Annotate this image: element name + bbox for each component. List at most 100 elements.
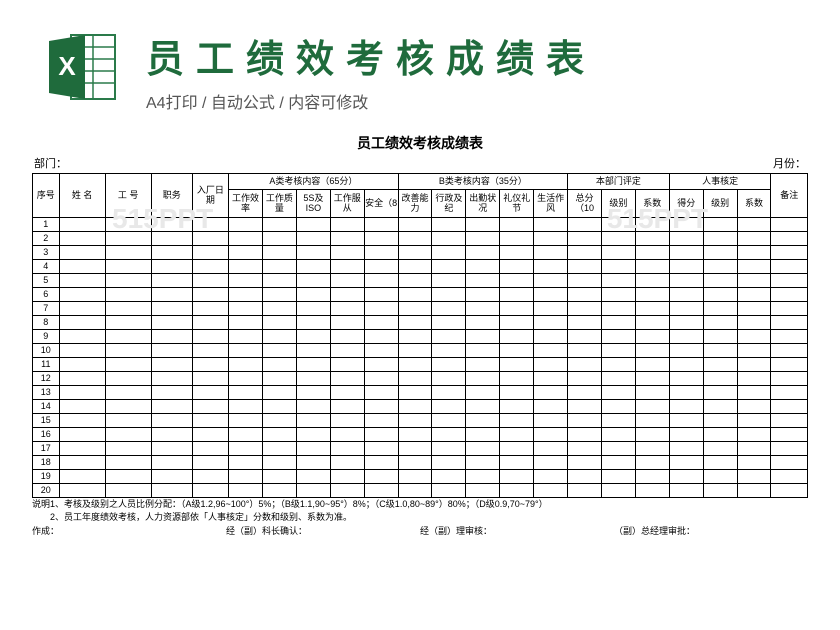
cell	[601, 358, 635, 372]
cell	[703, 358, 737, 372]
cell	[330, 372, 364, 386]
cell	[296, 428, 330, 442]
cell	[262, 358, 296, 372]
cell	[59, 442, 105, 456]
cell	[737, 428, 771, 442]
cell	[151, 274, 192, 288]
cell	[105, 330, 151, 344]
table-row: 18	[33, 456, 808, 470]
cell	[330, 456, 364, 470]
cell	[330, 400, 364, 414]
cell	[568, 274, 602, 288]
cell	[703, 456, 737, 470]
cell	[229, 218, 263, 232]
row-number: 19	[33, 470, 60, 484]
cell	[59, 246, 105, 260]
col-job: 职务	[151, 174, 192, 218]
cell	[669, 330, 703, 344]
cell	[59, 456, 105, 470]
cell	[635, 288, 669, 302]
cell	[330, 260, 364, 274]
col-d1: 总分（10	[568, 190, 602, 218]
cell	[105, 400, 151, 414]
page-header: X 员工绩效考核成绩表 A4打印 / 自动公式 / 内容可修改	[0, 0, 840, 121]
cell	[669, 344, 703, 358]
cell	[771, 414, 808, 428]
table-row: 4	[33, 260, 808, 274]
cell	[432, 218, 466, 232]
cell	[262, 218, 296, 232]
cell	[229, 232, 263, 246]
cell	[771, 330, 808, 344]
cell	[737, 246, 771, 260]
cell	[262, 232, 296, 246]
cell	[771, 288, 808, 302]
cell	[105, 470, 151, 484]
cell	[364, 442, 398, 456]
cell	[703, 442, 737, 456]
cell	[601, 372, 635, 386]
row-number: 6	[33, 288, 60, 302]
cell	[296, 414, 330, 428]
cell	[262, 316, 296, 330]
table-row: 10	[33, 344, 808, 358]
cell	[669, 358, 703, 372]
cell	[330, 470, 364, 484]
cell	[432, 470, 466, 484]
cell	[192, 372, 228, 386]
row-number: 18	[33, 456, 60, 470]
cell	[105, 358, 151, 372]
cell	[262, 246, 296, 260]
cell	[534, 428, 568, 442]
cell	[398, 344, 432, 358]
cell	[398, 302, 432, 316]
cell	[737, 330, 771, 344]
cell	[229, 246, 263, 260]
cell	[568, 330, 602, 344]
cell	[635, 316, 669, 330]
cell	[432, 386, 466, 400]
cell	[192, 316, 228, 330]
cell	[192, 358, 228, 372]
cell	[364, 302, 398, 316]
cell	[568, 358, 602, 372]
cell	[192, 442, 228, 456]
cell	[105, 302, 151, 316]
cell	[601, 218, 635, 232]
col-seq: 序号	[33, 174, 60, 218]
col-b1: 改善能力	[398, 190, 432, 218]
cell	[500, 470, 534, 484]
cell	[192, 414, 228, 428]
signature-row: 作成： 经（副）科长确认： 经（副）理审核： （副）总经理审批：	[32, 524, 808, 537]
cell	[105, 442, 151, 456]
cell	[296, 302, 330, 316]
cell	[398, 414, 432, 428]
col-b4: 礼仪礼节	[500, 190, 534, 218]
cell	[364, 470, 398, 484]
cell	[703, 218, 737, 232]
cell	[703, 428, 737, 442]
cell	[635, 260, 669, 274]
cell	[669, 302, 703, 316]
cell	[151, 442, 192, 456]
row-number: 8	[33, 316, 60, 330]
cell	[703, 232, 737, 246]
cell	[432, 232, 466, 246]
cell	[568, 484, 602, 498]
cell	[59, 330, 105, 344]
cell	[262, 260, 296, 274]
col-group-dept: 本部门评定	[568, 174, 670, 190]
cell	[466, 414, 500, 428]
cell	[466, 400, 500, 414]
cell	[737, 274, 771, 288]
cell	[296, 442, 330, 456]
cell	[59, 302, 105, 316]
title-block: 员工绩效考核成绩表 A4打印 / 自动公式 / 内容可修改	[126, 24, 800, 113]
cell	[534, 442, 568, 456]
cell	[500, 302, 534, 316]
cell	[296, 372, 330, 386]
cell	[330, 302, 364, 316]
cell	[229, 288, 263, 302]
cell	[466, 470, 500, 484]
cell	[703, 260, 737, 274]
